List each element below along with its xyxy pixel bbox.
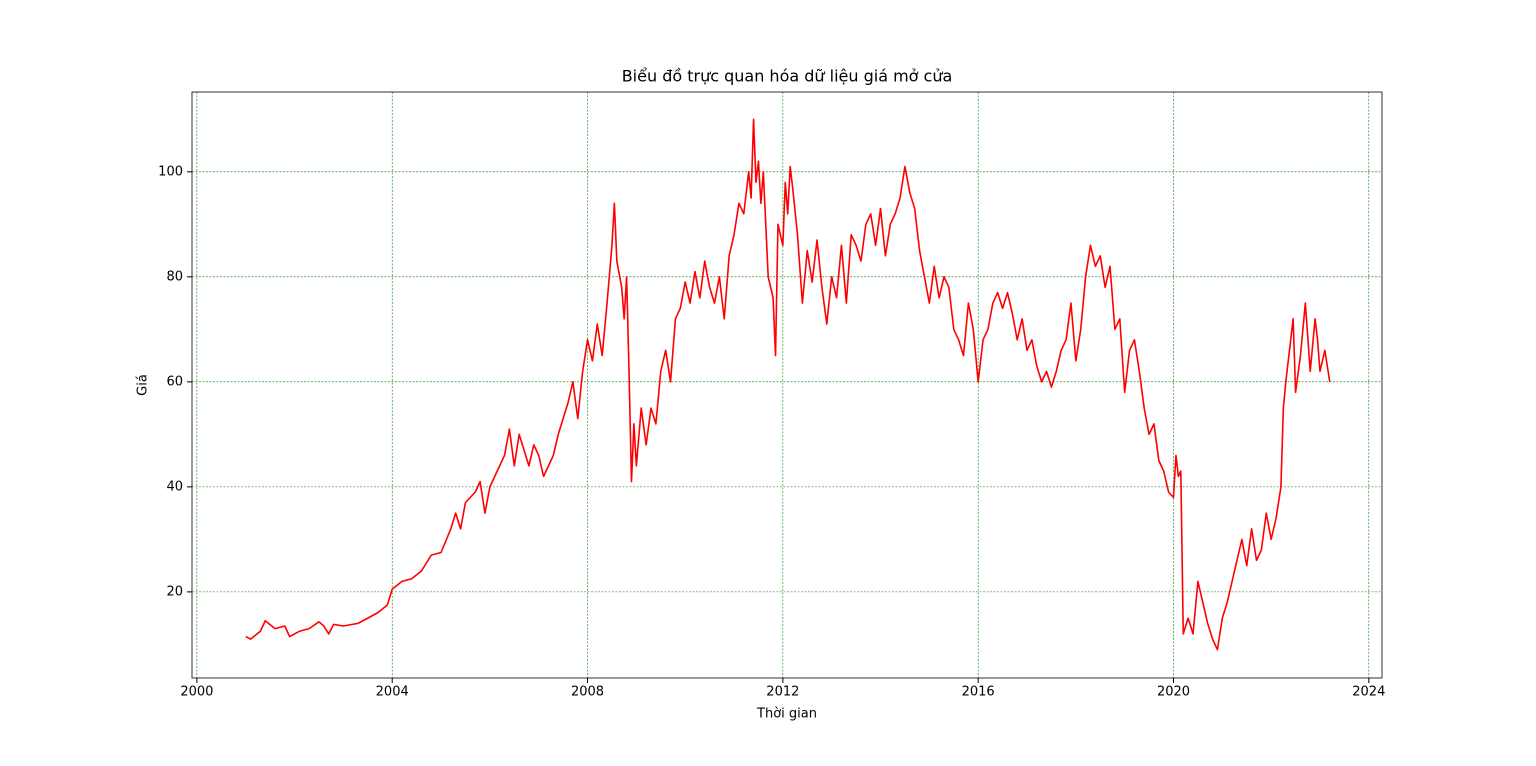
x-tick-label: 2012 [766, 685, 799, 700]
y-tick-label: 20 [166, 584, 183, 599]
chart-title: Biểu đồ trực quan hóa dữ liệu giá mở cửa [622, 67, 953, 86]
x-tick-label: 2008 [571, 685, 604, 700]
plot-frame [191, 91, 1383, 679]
price-line [245, 118, 1331, 651]
y-tick-label: 100 [158, 164, 183, 179]
y-tick-label: 40 [166, 479, 183, 494]
x-tick-label: 2004 [376, 685, 409, 700]
x-tick-label: 2020 [1157, 685, 1190, 700]
y-tick-label: 80 [166, 269, 183, 284]
y-axis-label: Giá [136, 374, 151, 396]
x-tick-label: 2024 [1352, 685, 1385, 700]
y-tick-label: 60 [166, 374, 183, 389]
x-tick-label: 2000 [180, 685, 213, 700]
x-axis-label: Thời gian [756, 707, 817, 722]
x-tick-label: 2016 [962, 685, 995, 700]
